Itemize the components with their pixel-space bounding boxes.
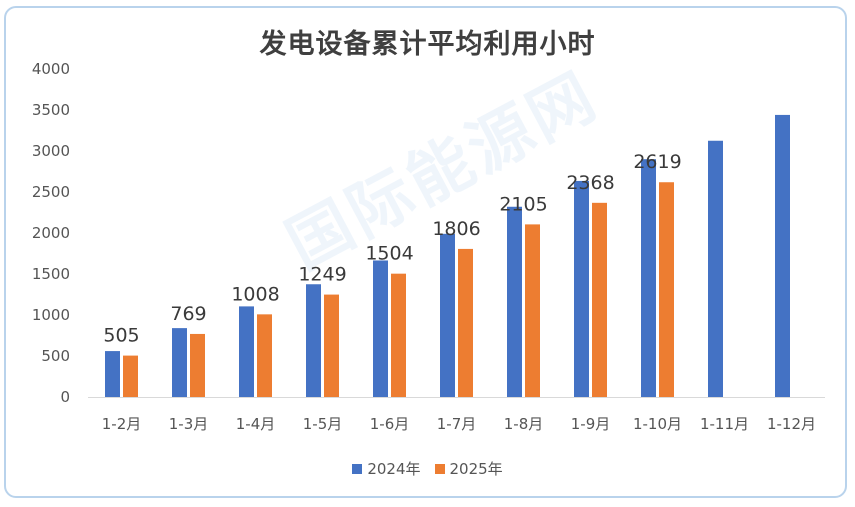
bar-2025年-1-9月 [592, 202, 607, 397]
bar-2024年-1-2月 [105, 351, 120, 397]
data-label: 2105 [499, 193, 547, 215]
legend-item: 2025年 [434, 458, 503, 479]
x-tick-label: 1-2月 [102, 415, 142, 433]
bar-2025年-1-6月 [391, 273, 406, 397]
x-axis: 1-2月 1-3月 1-4月 1-5月 1-6月 1-7月 1-8月 1-9月 1-10月 1-1… [88, 397, 825, 433]
chart-frame [4, 6, 847, 498]
data-label: 1806 [432, 218, 480, 240]
y-tick-label: 0 [60, 388, 70, 406]
bar-2025年-1-7月 [458, 248, 473, 397]
y-tick-label: 3500 [32, 101, 70, 119]
bar-2025年-1-3月 [190, 333, 205, 397]
legend-item: 2024年 [352, 458, 421, 479]
data-label: 2619 [633, 151, 681, 173]
data-label: 1249 [298, 264, 346, 286]
bar-2024年-1-5月 [306, 284, 321, 397]
x-tick-label: 1-9月 [571, 415, 611, 433]
data-label: 1008 [231, 283, 279, 305]
bar-2024年-1-6月 [373, 260, 388, 397]
bar-2024年-1-3月 [172, 328, 187, 397]
bar-2024年-1-8月 [507, 206, 522, 397]
legend-swatch [352, 463, 363, 474]
y-tick-label: 2500 [32, 183, 70, 201]
y-tick-label: 2000 [32, 224, 70, 242]
y-tick-label: 500 [41, 347, 70, 365]
bars [105, 114, 790, 398]
legend-label: 2024年 [367, 460, 421, 478]
bar-2025年-1-10月 [659, 182, 674, 397]
legend-swatch [434, 463, 445, 474]
data-label: 1504 [365, 243, 413, 265]
data-label: 2368 [566, 172, 614, 194]
x-tick-label: 1-4月 [236, 415, 276, 433]
chart-title: 发电设备累计平均利用小时 [259, 29, 596, 60]
bar-2025年-1-2月 [123, 355, 138, 397]
y-tick-label: 4000 [32, 60, 70, 78]
y-axis: 0 500 1000 1500 2000 2500 3000 3500 4000 [32, 60, 70, 406]
y-tick-label: 1000 [32, 306, 70, 324]
data-label: 769 [170, 303, 206, 325]
y-tick-label: 1500 [32, 265, 70, 283]
bar-2024年-1-7月 [440, 233, 455, 397]
bar-2025年-1-8月 [525, 224, 540, 397]
legend: 2024年 2025年 [0, 458, 855, 479]
data-label: 505 [103, 325, 139, 347]
legend-label: 2025年 [449, 460, 503, 478]
bar-2024年-1-4月 [239, 306, 254, 397]
bar-2024年-1-10月 [641, 159, 656, 397]
y-tick-label: 3000 [32, 142, 70, 160]
x-tick-label: 1-12月 [767, 415, 816, 433]
data-labels: 505 769 1008 1249 1504 1806 2105 2368 2619 [103, 151, 681, 346]
x-tick-label: 1-8月 [504, 415, 544, 433]
bar-2025年-1-5月 [324, 294, 339, 397]
bar-2024年-1-9月 [574, 180, 589, 397]
bar-2024年-1-12月 [775, 114, 790, 398]
x-tick-label: 1-7月 [437, 415, 477, 433]
bar-2025年-1-4月 [257, 314, 272, 397]
x-tick-label: 1-11月 [700, 415, 749, 433]
x-tick-label: 1-10月 [633, 415, 682, 433]
x-tick-label: 1-6月 [370, 415, 410, 433]
x-tick-label: 1-5月 [303, 415, 343, 433]
bar-2024年-1-11月 [708, 140, 723, 397]
x-tick-label: 1-3月 [169, 415, 209, 433]
